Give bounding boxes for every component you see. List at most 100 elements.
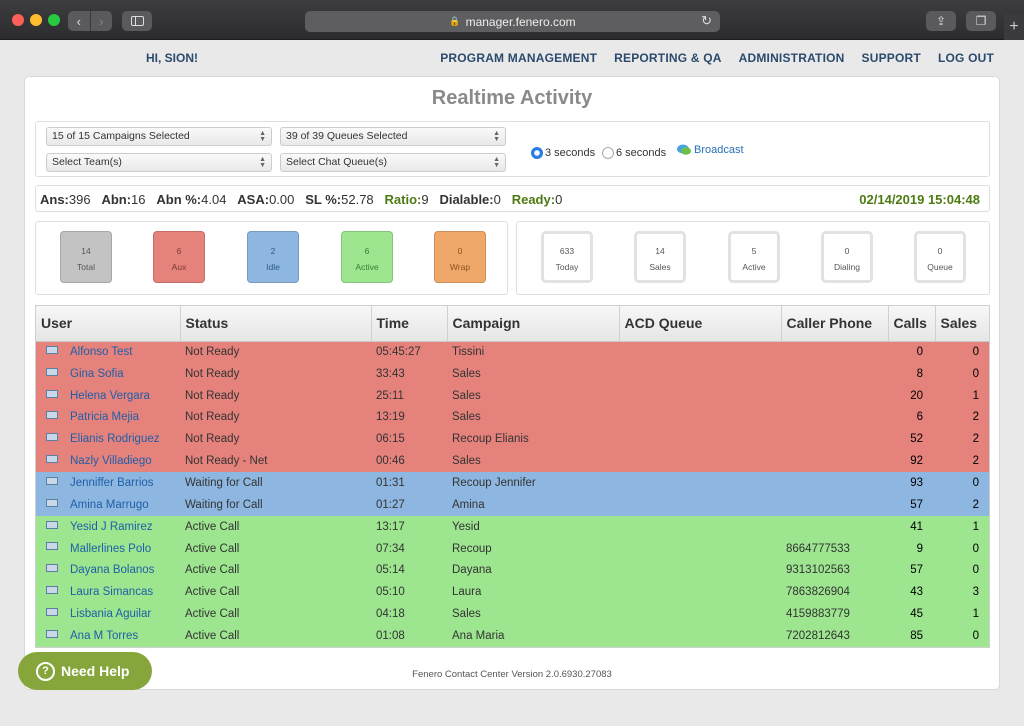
user-name-link[interactable]: Patricia Mejia xyxy=(70,411,140,424)
caller-phone-cell xyxy=(781,428,888,451)
new-tab-button[interactable]: + xyxy=(1004,14,1024,40)
refresh-6s-radio[interactable]: 6 seconds xyxy=(602,147,666,159)
tile-sales[interactable]: 14 Sales xyxy=(634,231,686,283)
tile-today[interactable]: 633 Today xyxy=(541,231,593,283)
col-campaign[interactable]: Campaign xyxy=(447,306,620,342)
nav-administration[interactable]: ADMINISTRATION xyxy=(738,51,845,65)
table-row[interactable]: Ana M Torres Active Call 01:08 Ana Maria 720… xyxy=(36,624,989,647)
broadcast-link[interactable]: Broadcast xyxy=(677,144,744,156)
table-row[interactable]: Yesid J Ramirez Active Call 13:17 Yesid 41 1 xyxy=(36,515,989,538)
ans-label: Ans: xyxy=(40,192,69,207)
user-name-link[interactable]: Jenniffer Barrios xyxy=(70,476,154,489)
maximize-window-button[interactable] xyxy=(48,14,60,26)
refresh-3s-radio[interactable]: 3 seconds xyxy=(531,147,595,159)
monitor-icon[interactable] xyxy=(46,629,58,638)
col-calls[interactable]: Calls xyxy=(888,306,936,342)
user-name-link[interactable]: Yesid J Ramirez xyxy=(70,520,153,533)
acd-queue-cell xyxy=(619,341,781,363)
table-row[interactable]: Mallerlines Polo Active Call 07:34 Recoup 86… xyxy=(36,537,989,560)
tile-idle[interactable]: 2 Idle xyxy=(247,231,299,283)
col-sales[interactable]: Sales xyxy=(935,306,989,342)
calls-cell: 93 xyxy=(888,472,935,494)
user-name-link[interactable]: Mallerlines Polo xyxy=(70,542,152,555)
table-row[interactable]: Dayana Bolanos Active Call 05:14 Dayana 9313… xyxy=(36,559,989,582)
back-icon[interactable]: ‹ xyxy=(76,13,81,29)
tile-dialing[interactable]: 0 Dialing xyxy=(821,231,873,283)
col-status[interactable]: Status xyxy=(180,306,372,342)
tile-active[interactable]: 6 Active xyxy=(341,231,393,283)
user-name-cell: Amina Marrugo xyxy=(36,493,180,516)
tile-active-calls[interactable]: 5 Active xyxy=(728,231,780,283)
col-time[interactable]: Time xyxy=(371,306,448,342)
nav-log-out[interactable]: LOG OUT xyxy=(937,51,994,65)
table-row[interactable]: Laura Simancas Active Call 05:10 Laura 78638… xyxy=(36,581,989,604)
share-button[interactable]: ⇪ xyxy=(926,11,956,31)
calls-cell: 92 xyxy=(888,450,935,473)
reload-icon[interactable]: ↻ xyxy=(701,13,712,28)
monitor-icon[interactable] xyxy=(46,455,58,464)
table-row[interactable]: Amina Marrugo Waiting for Call 01:27 Amina 5… xyxy=(36,493,989,516)
user-name-link[interactable]: Laura Simancas xyxy=(70,586,154,599)
monitor-icon[interactable] xyxy=(46,476,58,485)
table-row[interactable]: Lisbania Aguilar Active Call 04:18 Sales 415… xyxy=(36,603,989,625)
campaign-select[interactable]: 15 of 15 Campaigns Selected ▲ ▼ xyxy=(46,127,272,146)
tile-aux[interactable]: 6 Aux xyxy=(153,231,205,283)
chat-queue-select[interactable]: Select Chat Queue(s) ▲ ▼ xyxy=(280,153,506,172)
table-row[interactable]: Patricia Mejia Not Ready 13:19 Sales 6 2 xyxy=(36,406,989,429)
user-name-link[interactable]: Lisbania Aguilar xyxy=(70,608,152,621)
table-row[interactable]: Gina Sofia Not Ready 33:43 Sales 8 0 xyxy=(36,362,989,385)
user-name-link[interactable]: Gina Sofia xyxy=(70,367,124,380)
need-help-button[interactable]: ? Need Help xyxy=(18,652,152,690)
monitor-icon[interactable] xyxy=(46,542,58,551)
acd-queue-cell xyxy=(619,362,781,385)
queue-select[interactable]: 39 of 39 Queues Selected ▲ ▼ xyxy=(280,127,506,146)
tab-overview-button[interactable]: ❐ xyxy=(966,11,996,31)
monitor-icon[interactable] xyxy=(46,608,58,617)
address-bar[interactable]: 🔒 manager.fenero.com ↻ xyxy=(305,11,720,32)
close-window-button[interactable] xyxy=(12,14,24,26)
monitor-icon[interactable] xyxy=(46,367,58,376)
agent-table-container: User Status Time Campaign ACD Queue Call… xyxy=(35,305,990,648)
monitor-icon[interactable] xyxy=(46,389,58,398)
tile-queue[interactable]: 0 Queue xyxy=(914,231,966,283)
tile-total[interactable]: 14 Total xyxy=(60,231,112,283)
caller-phone-cell xyxy=(781,406,888,429)
table-row[interactable]: Nazly Villadiego Not Ready - Net 00:46 Sale… xyxy=(36,450,989,473)
col-user[interactable]: User xyxy=(36,306,181,342)
caller-phone-cell: 7202812643 xyxy=(781,624,888,647)
col-caller-phone[interactable]: Caller Phone xyxy=(781,306,889,342)
sidebar-toggle-button[interactable] xyxy=(122,11,152,31)
nav-support[interactable]: SUPPORT xyxy=(861,51,921,65)
monitor-icon[interactable] xyxy=(46,346,58,355)
user-name-link[interactable]: Ana M Torres xyxy=(70,629,139,642)
stats-bar: Ans:396 Abn:16 Abn %:4.04 ASA:0.00 SL %:… xyxy=(35,185,990,212)
sales-cell: 0 xyxy=(935,624,989,647)
table-row[interactable]: Helena Vergara Not Ready 25:11 Sales 20 1 xyxy=(36,384,989,407)
nav-program-management[interactable]: PROGRAM MANAGEMENT xyxy=(440,51,598,65)
monitor-icon[interactable] xyxy=(46,564,58,573)
acd-queue-cell xyxy=(619,515,781,538)
tile-wrap[interactable]: 0 Wrap xyxy=(434,231,486,283)
minimize-window-button[interactable] xyxy=(30,14,42,26)
col-acd-queue[interactable]: ACD Queue xyxy=(619,306,782,342)
tile-value: 0 xyxy=(937,246,943,256)
table-row[interactable]: Elianis Rodriguez Not Ready 06:15 Recoup El… xyxy=(36,428,989,451)
forward-icon[interactable]: › xyxy=(89,11,113,31)
nav-reporting-qa[interactable]: REPORTING & QA xyxy=(614,51,722,65)
table-row[interactable]: Alfonso Test Not Ready 05:45:27 Tissini 0 0 xyxy=(36,341,989,363)
monitor-icon[interactable] xyxy=(46,433,58,442)
sl-label: SL %: xyxy=(305,192,342,207)
user-name-link[interactable]: Nazly Villadiego xyxy=(70,455,152,468)
user-name-link[interactable]: Alfonso Test xyxy=(70,346,133,359)
monitor-icon[interactable] xyxy=(46,520,58,529)
tile-label: Idle xyxy=(266,262,280,272)
user-name-link[interactable]: Elianis Rodriguez xyxy=(70,433,160,446)
monitor-icon[interactable] xyxy=(46,411,58,420)
user-name-link[interactable]: Dayana Bolanos xyxy=(70,564,155,577)
monitor-icon[interactable] xyxy=(46,586,58,595)
monitor-icon[interactable] xyxy=(46,498,58,507)
user-name-link[interactable]: Helena Vergara xyxy=(70,389,150,402)
team-select[interactable]: Select Team(s) ▲ ▼ xyxy=(46,153,272,172)
user-name-link[interactable]: Amina Marrugo xyxy=(70,498,149,511)
table-row[interactable]: Jenniffer Barrios Waiting for Call 01:31 Re… xyxy=(36,472,989,494)
